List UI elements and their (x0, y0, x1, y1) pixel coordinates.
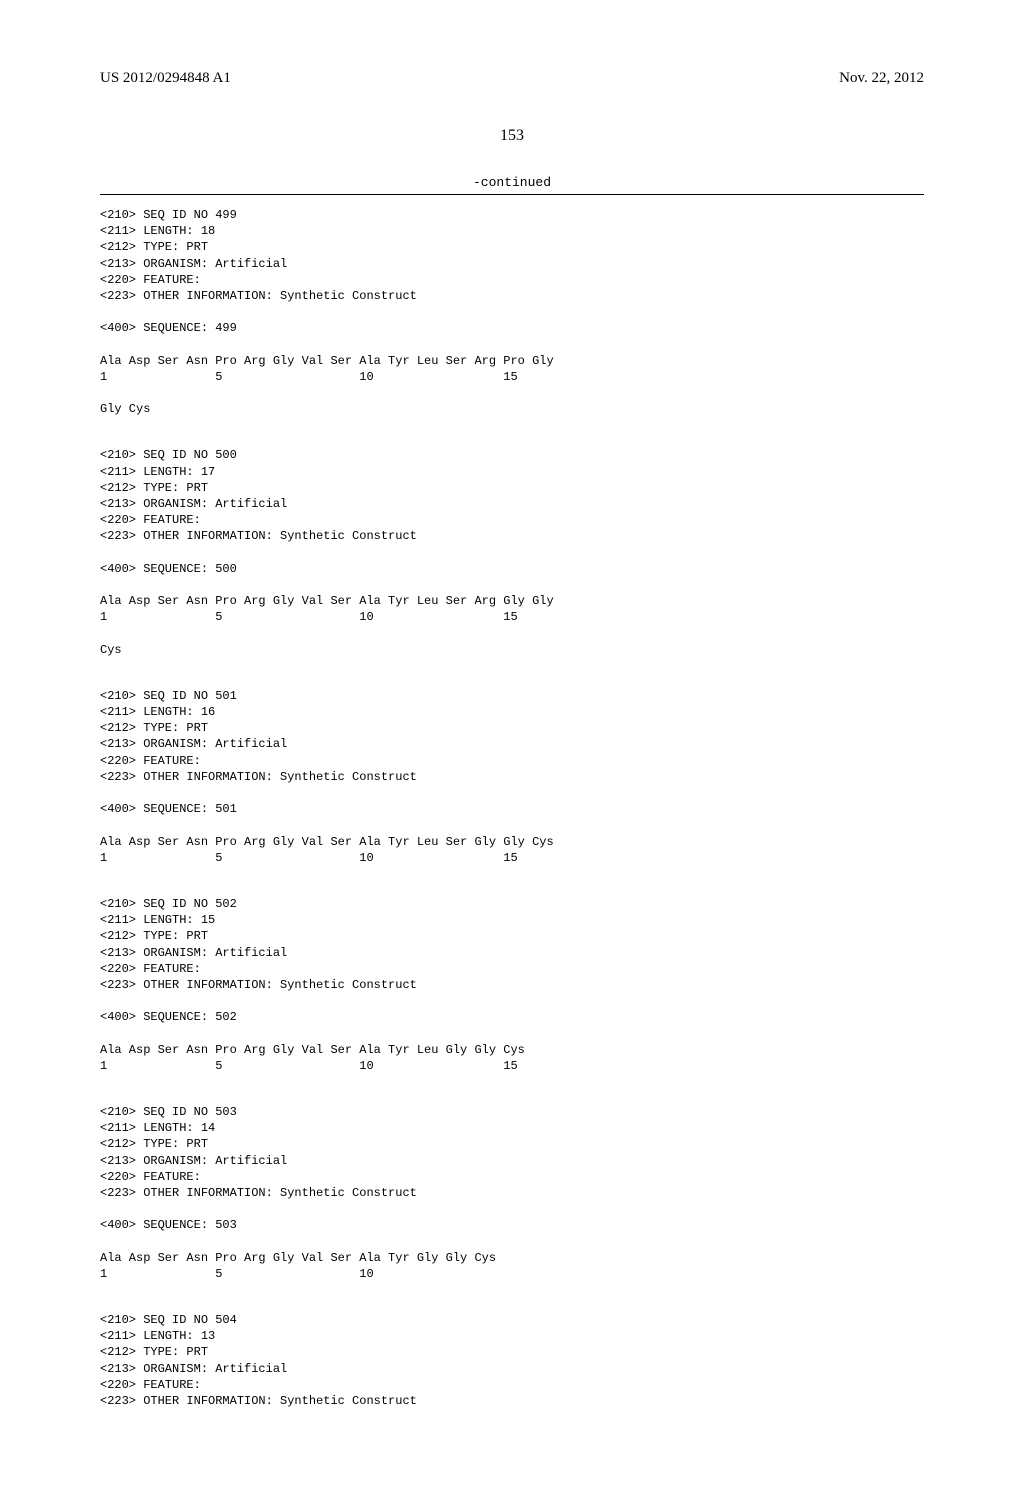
seq-header-line: <220> FEATURE: (100, 753, 924, 769)
seq-header-line: <211> LENGTH: 15 (100, 912, 924, 928)
block-spacer (100, 674, 924, 688)
seq-data-line: 1 5 10 15 (100, 609, 924, 625)
seq-header-line: <210> SEQ ID NO 502 (100, 896, 924, 912)
seq-header-line: <212> TYPE: PRT (100, 239, 924, 255)
seq-header-line: <210> SEQ ID NO 499 (100, 207, 924, 223)
seq-label: <400> SEQUENCE: 502 (100, 1009, 924, 1025)
seq-header-line: <213> ORGANISM: Artificial (100, 256, 924, 272)
seq-header-line: <220> FEATURE: (100, 1169, 924, 1185)
header-row: US 2012/0294848 A1 Nov. 22, 2012 (100, 70, 924, 87)
blank-line (100, 304, 924, 320)
blank-line (100, 993, 924, 1009)
seq-header-line: <220> FEATURE: (100, 272, 924, 288)
block-spacer (100, 882, 924, 896)
seq-data-line: Ala Asp Ser Asn Pro Arg Gly Val Ser Ala … (100, 834, 924, 850)
sequence-block: <210> SEQ ID NO 500<211> LENGTH: 17<212>… (100, 447, 924, 657)
seq-header-line: <223> OTHER INFORMATION: Synthetic Const… (100, 977, 924, 993)
seq-header-line: <210> SEQ ID NO 500 (100, 447, 924, 463)
seq-data-line (100, 626, 924, 642)
seq-data-line (100, 385, 924, 401)
seq-header-line: <211> LENGTH: 17 (100, 464, 924, 480)
seq-header-line: <212> TYPE: PRT (100, 928, 924, 944)
seq-header-line: <210> SEQ ID NO 501 (100, 688, 924, 704)
blank-line (100, 817, 924, 833)
seq-header-line: <223> OTHER INFORMATION: Synthetic Const… (100, 769, 924, 785)
seq-label: <400> SEQUENCE: 501 (100, 801, 924, 817)
seq-header-line: <210> SEQ ID NO 503 (100, 1104, 924, 1120)
seq-data-line: 1 5 10 15 (100, 850, 924, 866)
seq-data-line: Ala Asp Ser Asn Pro Arg Gly Val Ser Ala … (100, 353, 924, 369)
seq-header-line: <213> ORGANISM: Artificial (100, 736, 924, 752)
seq-data-line: 1 5 10 15 (100, 1058, 924, 1074)
blank-line (100, 785, 924, 801)
seq-label: <400> SEQUENCE: 499 (100, 320, 924, 336)
block-spacer (100, 1090, 924, 1104)
seq-header-line: <223> OTHER INFORMATION: Synthetic Const… (100, 1185, 924, 1201)
sequence-block: <210> SEQ ID NO 501<211> LENGTH: 16<212>… (100, 688, 924, 866)
blank-line (100, 1025, 924, 1041)
seq-data-line: Ala Asp Ser Asn Pro Arg Gly Val Ser Ala … (100, 1042, 924, 1058)
seq-data-line: Ala Asp Ser Asn Pro Arg Gly Val Ser Ala … (100, 593, 924, 609)
seq-header-line: <212> TYPE: PRT (100, 1136, 924, 1152)
seq-header-line: <212> TYPE: PRT (100, 720, 924, 736)
publication-date: Nov. 22, 2012 (839, 70, 924, 87)
blank-line (100, 545, 924, 561)
seq-header-line: <213> ORGANISM: Artificial (100, 496, 924, 512)
seq-header-line: <211> LENGTH: 16 (100, 704, 924, 720)
seq-header-line: <213> ORGANISM: Artificial (100, 945, 924, 961)
block-spacer (100, 433, 924, 447)
seq-data-line: Ala Asp Ser Asn Pro Arg Gly Val Ser Ala … (100, 1250, 924, 1266)
seq-header-line: <213> ORGANISM: Artificial (100, 1361, 924, 1377)
seq-header-line: <210> SEQ ID NO 504 (100, 1312, 924, 1328)
seq-header-line: <223> OTHER INFORMATION: Synthetic Const… (100, 288, 924, 304)
publication-number: US 2012/0294848 A1 (100, 70, 231, 87)
sequence-block: <210> SEQ ID NO 502<211> LENGTH: 15<212>… (100, 896, 924, 1074)
seq-data-line: 1 5 10 (100, 1266, 924, 1282)
seq-header-line: <212> TYPE: PRT (100, 1344, 924, 1360)
blank-line (100, 577, 924, 593)
seq-label: <400> SEQUENCE: 503 (100, 1217, 924, 1233)
page-number: 153 (100, 127, 924, 145)
seq-header-line: <220> FEATURE: (100, 512, 924, 528)
seq-header-line: <211> LENGTH: 18 (100, 223, 924, 239)
seq-data-line: Cys (100, 642, 924, 658)
sequence-block: <210> SEQ ID NO 499<211> LENGTH: 18<212>… (100, 207, 924, 417)
seq-header-line: <211> LENGTH: 14 (100, 1120, 924, 1136)
sequence-block: <210> SEQ ID NO 503<211> LENGTH: 14<212>… (100, 1104, 924, 1282)
seq-header-line: <213> ORGANISM: Artificial (100, 1153, 924, 1169)
page-content: US 2012/0294848 A1 Nov. 22, 2012 153 -co… (0, 0, 1024, 1485)
seq-header-line: <223> OTHER INFORMATION: Synthetic Const… (100, 1393, 924, 1409)
seq-header-line: <223> OTHER INFORMATION: Synthetic Const… (100, 528, 924, 544)
seq-header-line: <220> FEATURE: (100, 961, 924, 977)
blank-line (100, 337, 924, 353)
sequence-listing: <210> SEQ ID NO 499<211> LENGTH: 18<212>… (100, 207, 924, 1409)
seq-header-line: <220> FEATURE: (100, 1377, 924, 1393)
blank-line (100, 1201, 924, 1217)
sequence-block: <210> SEQ ID NO 504<211> LENGTH: 13<212>… (100, 1312, 924, 1409)
block-spacer (100, 1298, 924, 1312)
seq-header-line: <211> LENGTH: 13 (100, 1328, 924, 1344)
seq-data-line: 1 5 10 15 (100, 369, 924, 385)
seq-label: <400> SEQUENCE: 500 (100, 561, 924, 577)
blank-line (100, 1234, 924, 1250)
seq-data-line: Gly Cys (100, 401, 924, 417)
seq-header-line: <212> TYPE: PRT (100, 480, 924, 496)
continued-label: -continued (100, 175, 924, 190)
divider (100, 194, 924, 195)
